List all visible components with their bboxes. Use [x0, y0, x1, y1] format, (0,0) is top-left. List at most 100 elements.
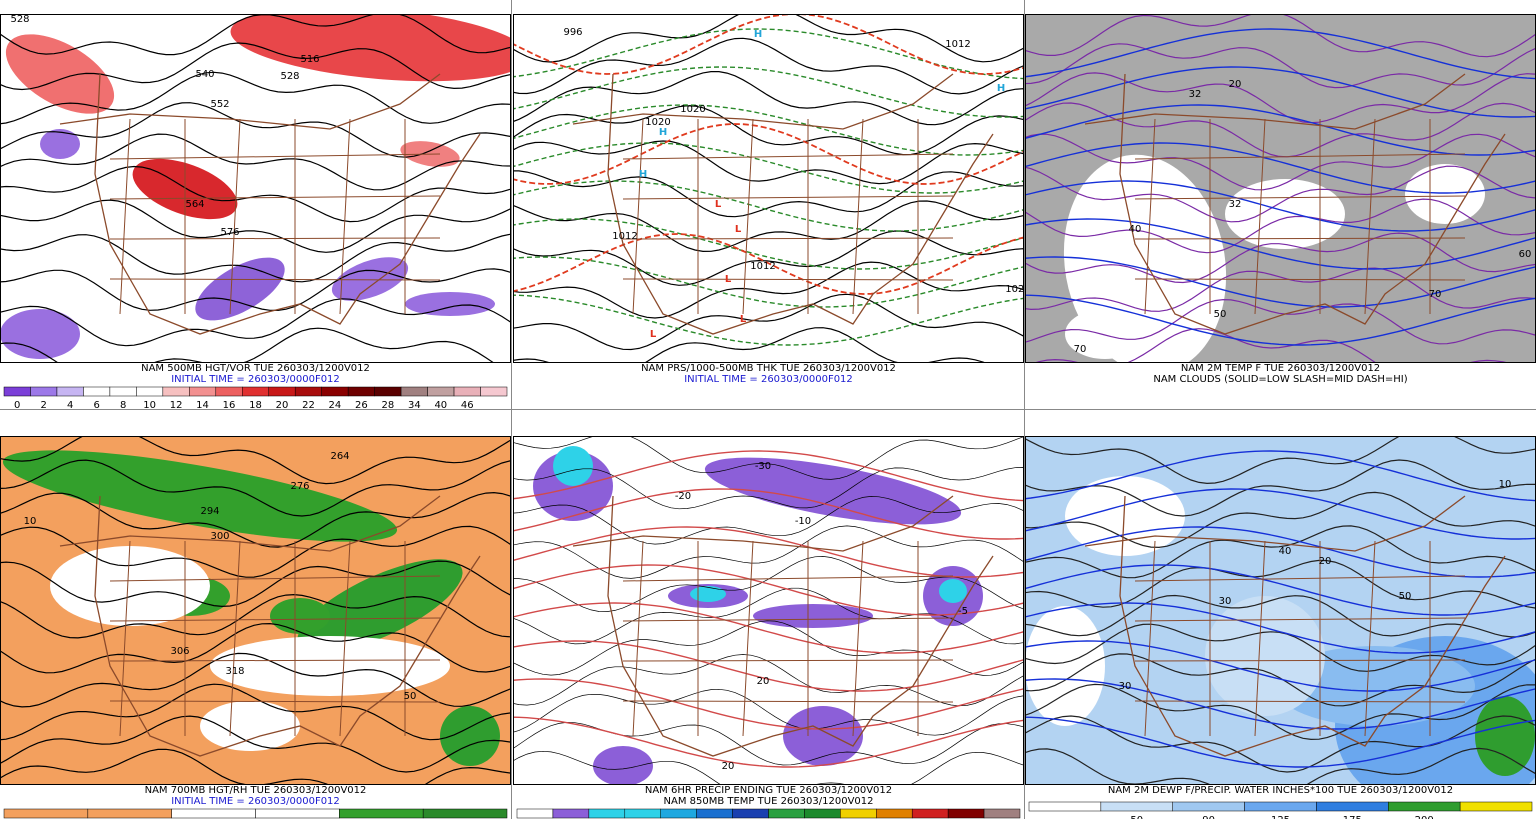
- contour-label: 1020: [645, 117, 670, 128]
- contour-label: -5: [958, 606, 968, 617]
- contour-line: [513, 28, 1024, 80]
- contour-label: 70: [1074, 344, 1087, 355]
- contour-line: [513, 180, 1024, 232]
- contour-line: [1025, 525, 1536, 579]
- contour-line: [513, 200, 1024, 253]
- state-border: [622, 278, 954, 281]
- colorbar-swatch: [347, 386, 375, 397]
- border: [1084, 73, 1466, 130]
- state-border: [119, 118, 131, 315]
- contour-line: [513, 71, 1024, 126]
- contour-line: [1025, 66, 1536, 118]
- contour-label: 50: [1214, 309, 1227, 320]
- panel: 32 32 40 50 60 70 20 70 NAM 2M TEMP F TUE 260303…: [1025, 14, 1536, 385]
- colorbar-swatch: [427, 386, 455, 397]
- contour-line: [513, 293, 1024, 351]
- colorbar-swatch: [588, 808, 626, 819]
- contour-line: [0, 622, 511, 674]
- thickness-line: [513, 233, 1024, 295]
- contour-label: 294: [200, 506, 219, 517]
- colorbar-swatch: [87, 808, 172, 819]
- caption: NAM PRS/1000-500MB THK TUE 260303/1200V0…: [641, 363, 896, 374]
- shaded-area: [593, 746, 653, 785]
- shaded-area: [405, 292, 495, 316]
- colorbar-swatch: [400, 386, 428, 397]
- colorbar-swatch: [109, 386, 137, 397]
- colorbar-label: 18: [249, 400, 262, 411]
- contour-line: [513, 678, 1024, 730]
- contour-line: [0, 133, 511, 191]
- colorbar-swatch: [3, 386, 31, 397]
- contour-line: [0, 715, 511, 773]
- colorbar-label: 50: [1130, 815, 1143, 819]
- caption: NAM 2M DEWP F/PRECIP. WATER INCHES*100 T…: [1108, 785, 1453, 796]
- colorbar-swatch: [255, 808, 340, 819]
- contour-label: 276: [290, 481, 309, 492]
- coastline: [94, 73, 481, 335]
- map: -30 -20 -10 -5 20 20: [513, 436, 1024, 785]
- contour-line: [0, 268, 511, 312]
- contour-label: 264: [330, 451, 349, 462]
- contour-line: [1025, 594, 1536, 638]
- state-border: [622, 575, 954, 582]
- colorbar-swatch: [374, 386, 402, 397]
- contour-label: 1012: [945, 39, 970, 50]
- map: 264 276 294 300 306 318 50 10: [0, 436, 511, 785]
- contour-label: 10: [1499, 479, 1512, 490]
- contour-label: 1012: [750, 261, 775, 272]
- colorbar-swatch: [552, 808, 590, 819]
- shaded-area: [210, 636, 450, 696]
- contour-line: [1025, 256, 1536, 308]
- shaded-area: [40, 129, 80, 159]
- contour-line: [513, 556, 1024, 612]
- contour-label: 32: [1229, 199, 1242, 210]
- shaded-area: [195, 257, 285, 321]
- colorbar-swatch: [268, 386, 296, 397]
- caption: NAM CLOUDS (SOLID=LOW SLASH=MID DASH=HI): [1153, 374, 1407, 385]
- thickness-line: [513, 123, 1024, 185]
- contour-label: 70: [1429, 289, 1442, 300]
- contour-line: [513, 218, 1024, 270]
- shaded-area: [939, 579, 967, 603]
- contour-label: 10: [24, 516, 37, 527]
- contour-label: 20: [722, 761, 735, 772]
- contour-label: -10: [795, 516, 811, 527]
- contour-line: [0, 436, 511, 485]
- map: 10 20 30 30 40 50: [1025, 436, 1536, 785]
- caption: INITIAL TIME = 260303/0000F012: [684, 374, 853, 385]
- pressure-center: H: [659, 127, 667, 138]
- contour-line: [1025, 602, 1536, 654]
- shaded-area: [1065, 309, 1145, 359]
- contour-line: [0, 525, 511, 578]
- pressure-center: L: [715, 199, 722, 210]
- contour-label: 1020: [1005, 284, 1030, 295]
- shaded-area: [0, 309, 80, 359]
- state-border: [109, 575, 441, 582]
- contour-line: [1025, 133, 1536, 191]
- contour-label: 50: [404, 691, 417, 702]
- panel: 10 20 30 30 40 50 NAM 2M DEWP F/PRECIP. WATER …: [1025, 436, 1536, 819]
- contour-line: [1025, 653, 1536, 707]
- contour-label: 516: [300, 54, 319, 65]
- colorbar-label: 16: [223, 400, 236, 411]
- contour-line: [513, 261, 1024, 319]
- state-border: [622, 195, 954, 200]
- colorbar-swatch: [215, 386, 243, 397]
- contour-line: [1025, 715, 1536, 773]
- contour-line: [1025, 678, 1536, 730]
- colorbar-label: 6: [93, 400, 99, 411]
- contour-line: [513, 688, 1024, 736]
- shaded-area: [1025, 606, 1105, 726]
- caption: NAM 700MB HGT/RH TUE 260303/1200V012: [145, 785, 367, 796]
- colorbar-label: 20: [276, 400, 289, 411]
- caption: NAM 2M TEMP F TUE 260303/1200V012: [1181, 363, 1380, 374]
- contour-line: [1025, 267, 1536, 312]
- contour-line: [513, 525, 1024, 579]
- colorbar-swatch: [453, 386, 481, 397]
- contour-label: 20: [1319, 556, 1332, 567]
- pressure-center: L: [740, 314, 747, 325]
- contour-label: 1020: [680, 104, 705, 115]
- colorbar-label: 24: [329, 400, 342, 411]
- colorbar-swatch: [242, 386, 269, 397]
